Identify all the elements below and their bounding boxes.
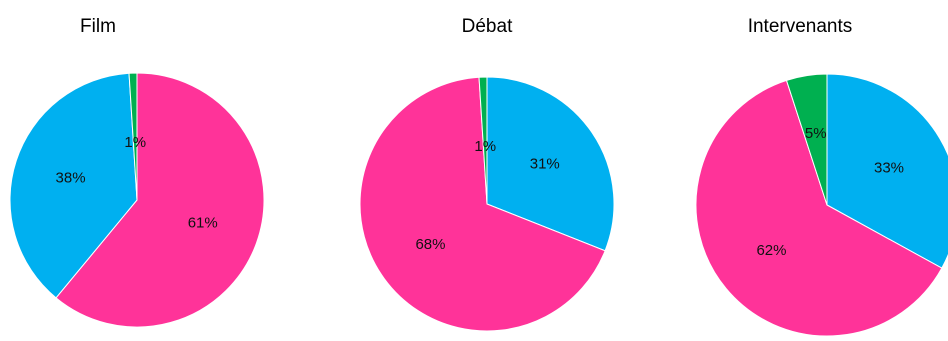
slice-label-1-0: 31% xyxy=(530,156,560,173)
pie-chart-1: 31% 68% 1% xyxy=(359,76,615,332)
pie-slice-2-1 xyxy=(695,79,943,337)
pie-slice-2-0 xyxy=(826,73,948,269)
slice-label-0-2: 1% xyxy=(124,134,146,151)
slice-label-0-0: 61% xyxy=(188,215,218,232)
slice-label-1-1: 68% xyxy=(415,236,445,253)
pie-chart-2: 33% 62% 5% xyxy=(695,73,948,337)
chart-title-debat: Débat xyxy=(461,16,513,37)
slice-label-2-0: 33% xyxy=(874,159,904,176)
pie-slice-2-2 xyxy=(785,73,828,206)
pie-slice-0-2 xyxy=(128,72,138,201)
slice-label-1-2: 1% xyxy=(474,138,496,155)
pie-slice-0-1 xyxy=(9,72,138,299)
pie-slice-1-0 xyxy=(486,76,615,252)
slice-label-2-2: 5% xyxy=(805,125,827,142)
pie-slice-0-0 xyxy=(55,72,265,328)
pie-slice-1-2 xyxy=(478,76,488,205)
pie-slice-1-1 xyxy=(359,76,606,332)
slice-label-2-1: 62% xyxy=(756,242,786,259)
chart-title-intervenants: Intervenants xyxy=(747,16,853,37)
chart-title-film: Film xyxy=(80,16,116,37)
slice-label-0-1: 38% xyxy=(56,169,86,186)
charts-area: Film Débat Intervenants 61% 38% 1% 31% 68% 1%… xyxy=(9,16,948,337)
pie-chart-0: 61% 38% 1% xyxy=(9,72,265,328)
